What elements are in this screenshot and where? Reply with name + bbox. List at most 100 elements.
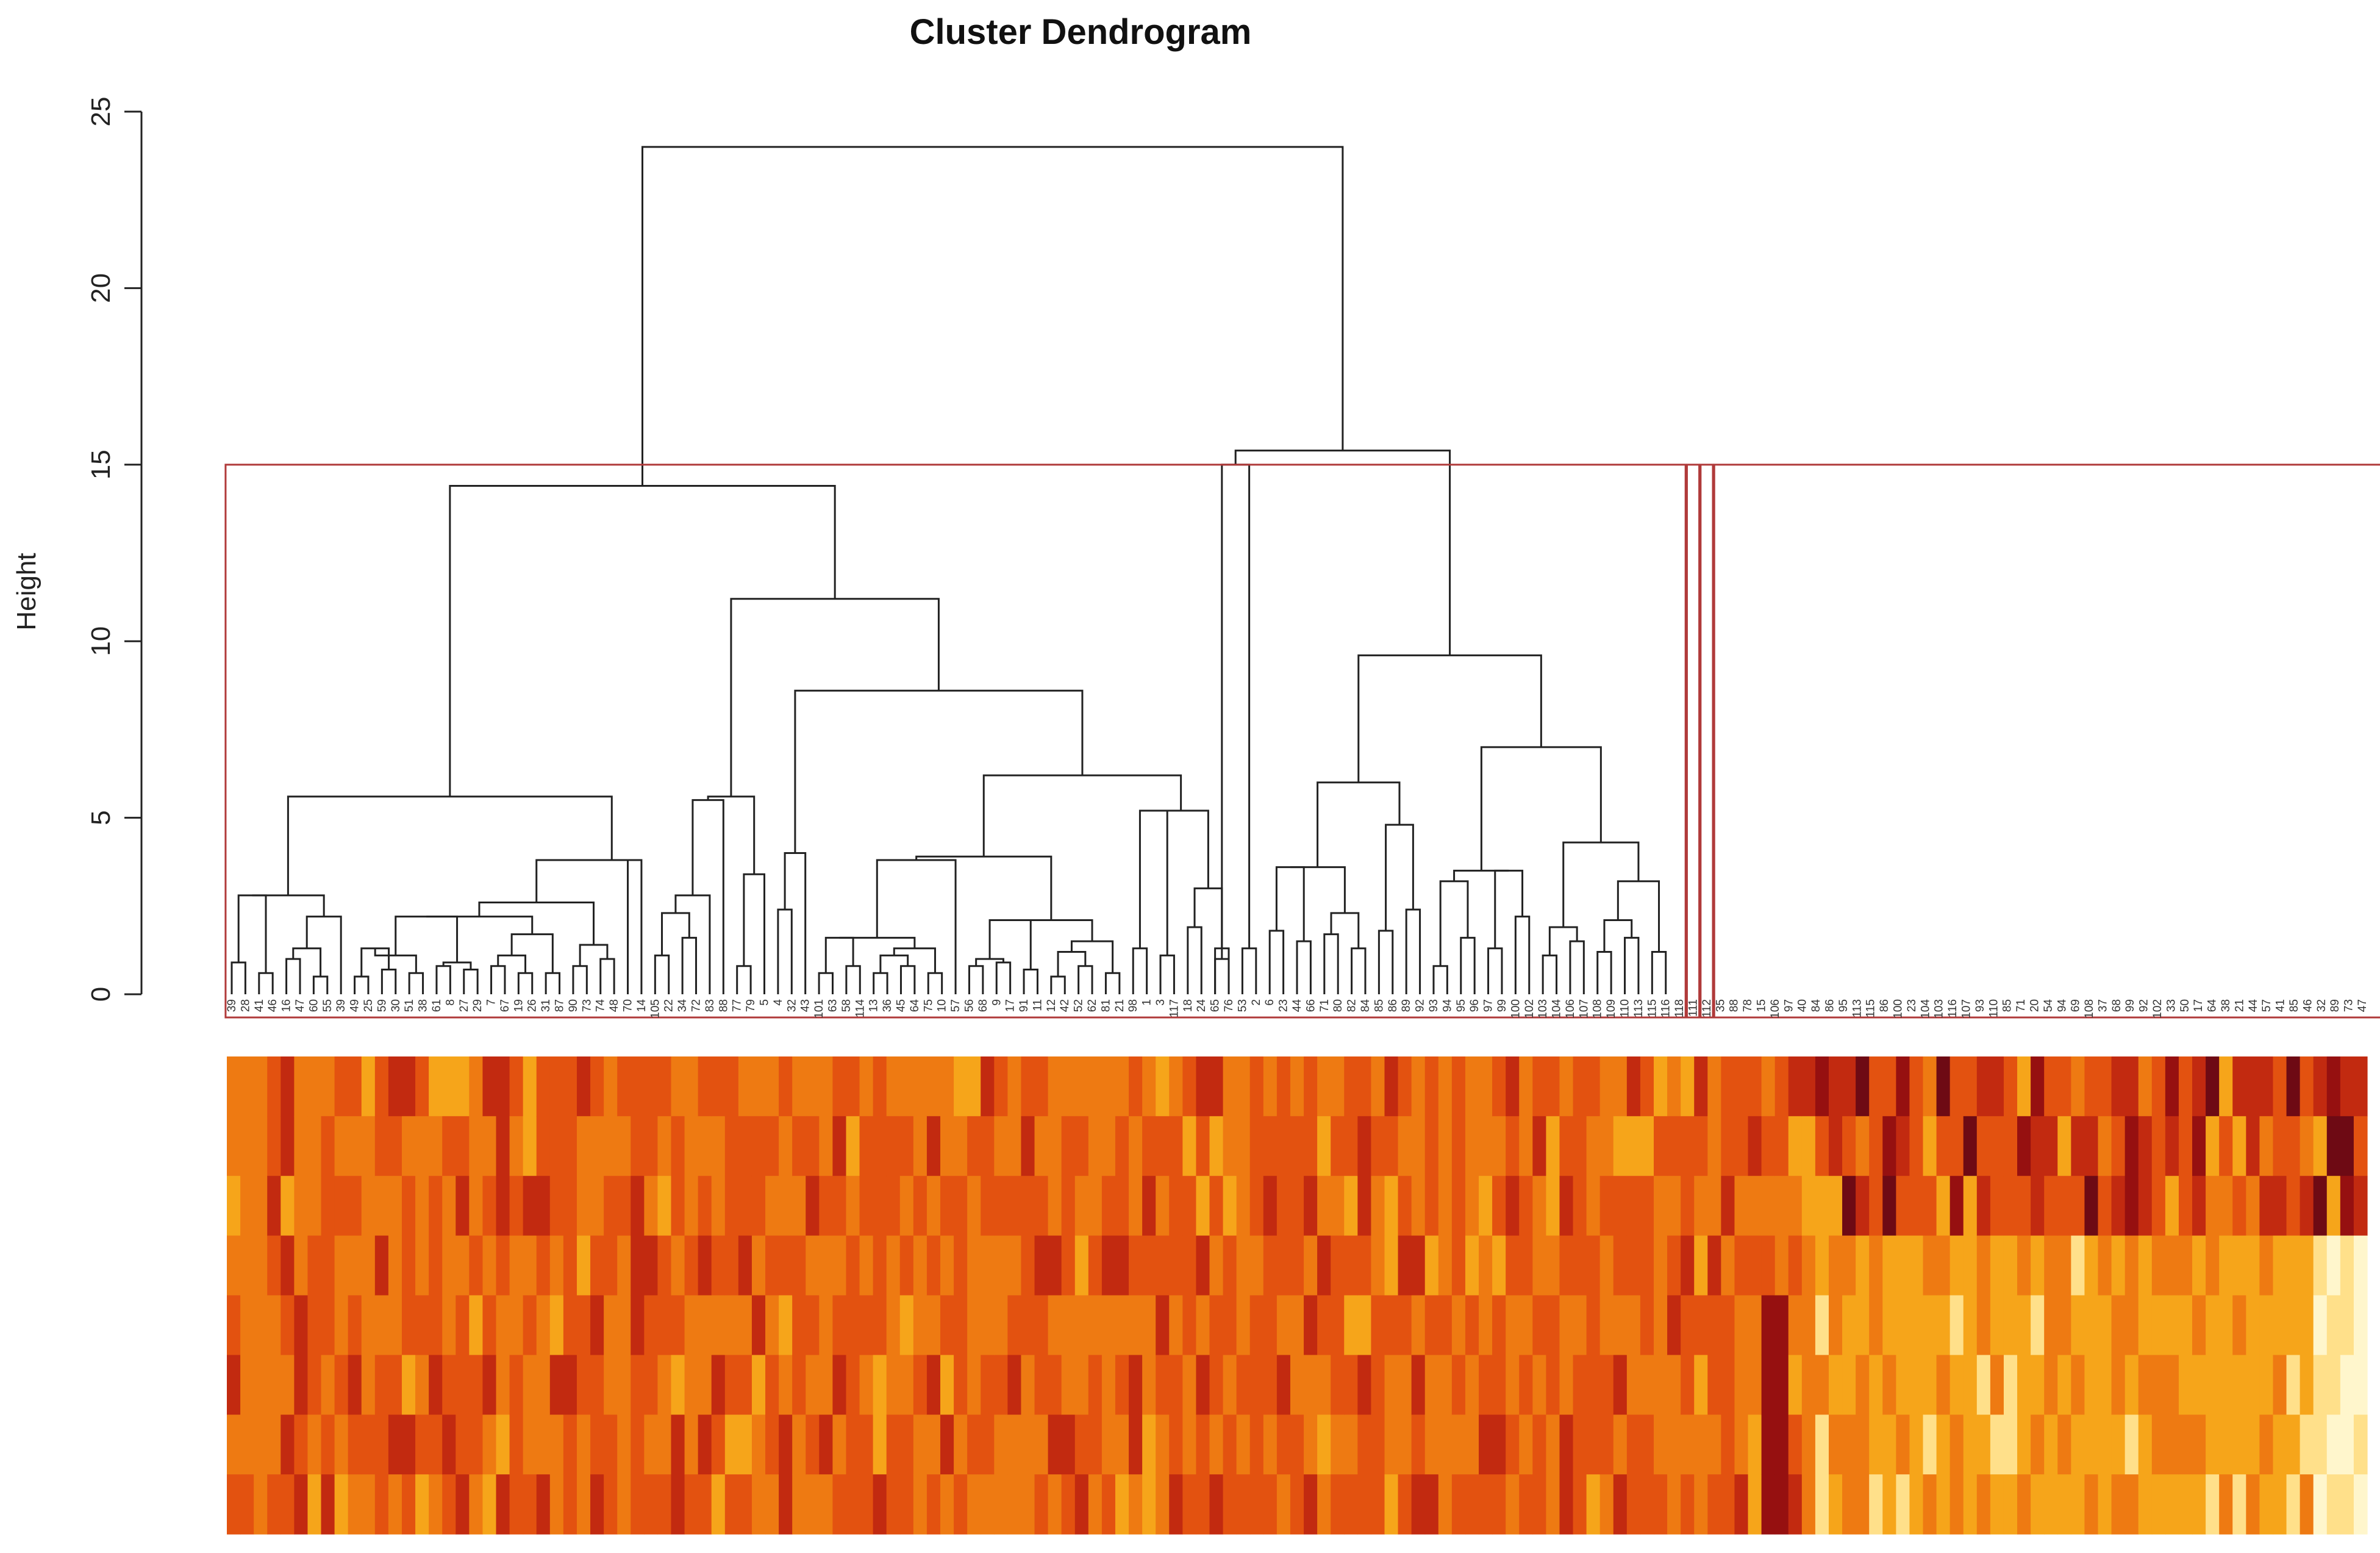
heatmap-cell — [1007, 1116, 1022, 1177]
heatmap-cell — [2206, 1295, 2220, 1355]
heatmap-cell — [1304, 1355, 1318, 1415]
heatmap-cell — [429, 1415, 443, 1475]
heatmap-cell — [1088, 1235, 1102, 1296]
heatmap-cell — [617, 1116, 631, 1177]
heatmap-cell — [227, 1474, 241, 1535]
heatmap-cell — [1209, 1415, 1224, 1475]
heatmap-cell — [806, 1235, 820, 1296]
heatmap-cell — [846, 1056, 860, 1117]
heatmap-cell — [617, 1415, 631, 1475]
heatmap-cell — [1465, 1474, 1479, 1535]
heatmap-cell — [1532, 1355, 1546, 1415]
heatmap-cell — [1156, 1235, 1170, 1296]
heatmap-cell — [1519, 1116, 1533, 1177]
heatmap-cell — [1182, 1474, 1197, 1535]
heatmap-cell — [967, 1116, 981, 1177]
heatmap-cell — [1640, 1116, 1654, 1177]
heatmap-cell — [711, 1355, 726, 1415]
heatmap-cell — [2031, 1116, 2045, 1177]
heatmap-cell — [2044, 1056, 2058, 1117]
heatmap-cell — [1357, 1355, 1372, 1415]
heatmap-cell — [281, 1235, 295, 1296]
dendrogram-branch — [641, 146, 1344, 486]
leaf-label: 7 — [485, 999, 498, 1006]
heatmap-cell — [604, 1415, 618, 1475]
heatmap-cell — [926, 1474, 941, 1535]
heatmap-cell — [1681, 1175, 1695, 1236]
heatmap-cell — [1869, 1175, 1883, 1236]
heatmap-cell — [267, 1235, 281, 1296]
heatmap-cell — [981, 1116, 995, 1177]
heatmap-cell — [1721, 1116, 1735, 1177]
heatmap-cell — [873, 1116, 887, 1177]
heatmap-cell — [1048, 1295, 1062, 1355]
heatmap-cell — [1667, 1116, 1681, 1177]
heatmap-cell — [1061, 1175, 1076, 1236]
leaf-label: 3 — [1154, 999, 1167, 1006]
heatmap-cell — [321, 1175, 335, 1236]
heatmap-cell — [1842, 1355, 1856, 1415]
heatmap-cell — [1371, 1355, 1385, 1415]
heatmap-cell — [913, 1235, 927, 1296]
leaf-label: 105 — [649, 999, 662, 1019]
dendrogram-branch — [1138, 809, 1168, 956]
heatmap-cell — [1654, 1116, 1668, 1177]
heatmap-cell — [846, 1175, 860, 1236]
heatmap-cell — [590, 1175, 604, 1236]
heatmap-cell — [348, 1355, 362, 1415]
heatmap-cell — [2071, 1175, 2085, 1236]
heatmap-cell — [1317, 1355, 1331, 1415]
heatmap-cell — [549, 1355, 564, 1415]
heatmap-cell — [1451, 1474, 1466, 1535]
heatmap-cell — [307, 1235, 322, 1296]
heatmap-cell — [523, 1175, 537, 1236]
heatmap-cell — [2340, 1116, 2354, 1177]
heatmap-cell — [1451, 1295, 1466, 1355]
heatmap-cell — [1209, 1235, 1224, 1296]
heatmap-cell — [684, 1235, 699, 1296]
heatmap-cell — [899, 1295, 914, 1355]
leaf-label: 57 — [949, 999, 962, 1012]
heatmap-cell — [2340, 1175, 2354, 1236]
dendrogram-branch — [1357, 654, 1542, 783]
heatmap-cell — [859, 1056, 874, 1117]
heatmap-cell — [1936, 1116, 1951, 1177]
heatmap-cell — [1976, 1056, 1991, 1117]
leaf-label: 48 — [608, 999, 621, 1012]
heatmap-cell — [1573, 1175, 1587, 1236]
y-tick-label: 10 — [86, 626, 116, 656]
heatmap-cell — [1923, 1056, 1937, 1117]
leaf-label: 81 — [1099, 999, 1112, 1012]
heatmap-cell — [2286, 1415, 2301, 1475]
heatmap-cell — [388, 1295, 402, 1355]
leaf-label: 100 — [1509, 999, 1522, 1019]
heatmap-cell — [617, 1474, 631, 1535]
heatmap-cell — [1734, 1474, 1749, 1535]
dendrogram-branch — [545, 972, 561, 994]
heatmap-cell — [1801, 1355, 1816, 1415]
heatmap-cell — [1007, 1295, 1022, 1355]
dendrogram-branch — [478, 902, 595, 945]
heatmap-cell — [954, 1415, 968, 1475]
heatmap-cell — [1276, 1116, 1291, 1177]
heatmap-cell — [846, 1415, 860, 1475]
dendrogram-branch — [873, 972, 888, 994]
heatmap-cell — [281, 1175, 295, 1236]
heatmap-cell — [2206, 1415, 2220, 1475]
heatmap-cell — [549, 1415, 564, 1475]
leaf-label: 44 — [1291, 999, 1304, 1013]
heatmap-cell — [873, 1235, 887, 1296]
dendrogram-branch — [1221, 464, 1251, 959]
heatmap-cell — [1088, 1295, 1102, 1355]
heatmap-cell — [469, 1175, 484, 1236]
dendrogram-branch — [1617, 880, 1660, 952]
heatmap-cell — [1573, 1355, 1587, 1415]
heatmap-cell — [1438, 1235, 1453, 1296]
heatmap-cell — [1599, 1175, 1614, 1236]
dendrogram-branch — [1323, 933, 1339, 994]
heatmap-cell — [1156, 1295, 1170, 1355]
heatmap-cell — [2084, 1474, 2099, 1535]
heatmap-cell — [1774, 1056, 1789, 1117]
heatmap-cell — [1896, 1474, 1910, 1535]
heatmap-cell — [2286, 1474, 2301, 1535]
